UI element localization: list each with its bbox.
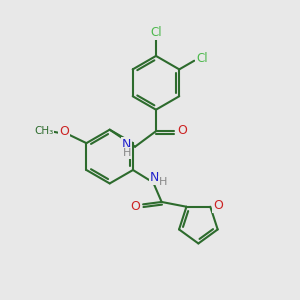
Text: CH₃: CH₃ <box>34 126 54 136</box>
Text: O: O <box>213 199 223 212</box>
Text: O: O <box>177 124 187 137</box>
Text: H: H <box>122 148 131 158</box>
Text: O: O <box>59 125 69 138</box>
Text: Cl: Cl <box>196 52 208 65</box>
Text: O: O <box>131 200 141 213</box>
Text: N: N <box>122 138 131 151</box>
Text: Cl: Cl <box>150 26 162 39</box>
Text: N: N <box>150 171 159 184</box>
Text: H: H <box>159 177 167 187</box>
